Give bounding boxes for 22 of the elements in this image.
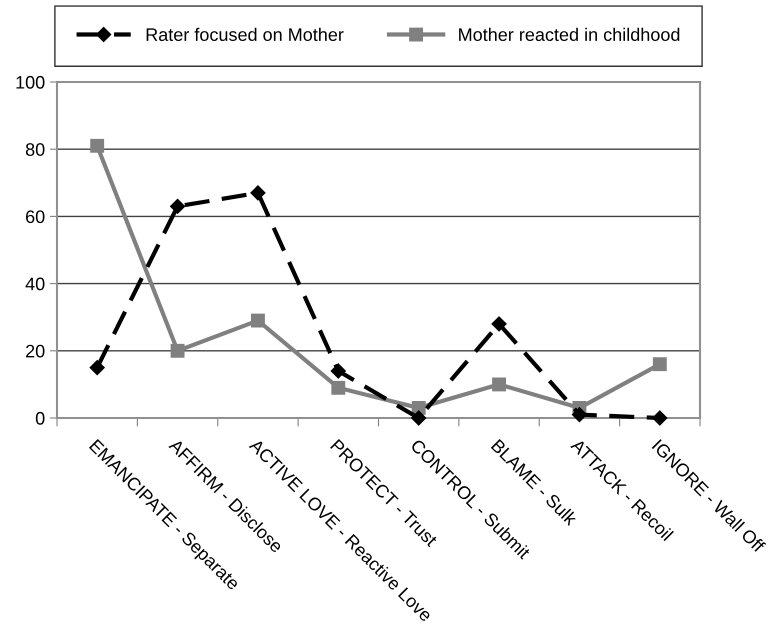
y-tick-label: 0 xyxy=(36,412,44,425)
legend-label: Rater focused on Mother xyxy=(146,28,344,42)
point xyxy=(170,344,185,358)
point xyxy=(250,314,265,328)
y-tick-label: 20 xyxy=(26,344,44,358)
y-tick-label: 80 xyxy=(26,143,44,156)
y-tick-label: 60 xyxy=(26,210,44,224)
y-tick-label: 100 xyxy=(16,76,44,89)
point xyxy=(411,410,426,426)
point xyxy=(491,316,507,332)
point xyxy=(90,360,105,376)
point xyxy=(90,138,104,153)
point xyxy=(170,198,186,214)
point xyxy=(492,377,506,392)
point xyxy=(572,407,588,422)
point xyxy=(250,185,266,200)
point xyxy=(652,357,667,372)
y-tick-label: 40 xyxy=(26,278,44,290)
point xyxy=(331,380,346,395)
legend-label: Mother reacted in childhood xyxy=(459,28,680,42)
point xyxy=(652,410,668,426)
point xyxy=(330,363,346,379)
